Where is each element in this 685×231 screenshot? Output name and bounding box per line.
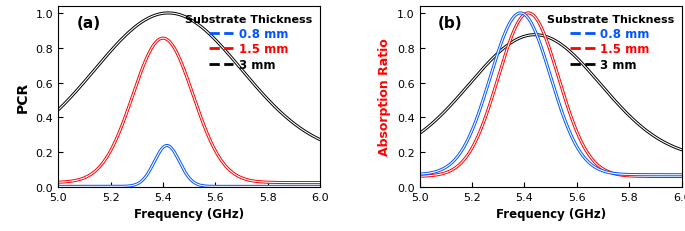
Y-axis label: PCR: PCR (16, 82, 30, 112)
Text: (b): (b) (438, 16, 462, 31)
Legend: 0.8 mm, 1.5 mm, 3 mm: 0.8 mm, 1.5 mm, 3 mm (545, 12, 676, 74)
X-axis label: Frequency (GHz): Frequency (GHz) (495, 207, 606, 220)
Legend: 0.8 mm, 1.5 mm, 3 mm: 0.8 mm, 1.5 mm, 3 mm (183, 12, 314, 74)
Y-axis label: Absorption Ratio: Absorption Ratio (379, 38, 392, 156)
X-axis label: Frequency (GHz): Frequency (GHz) (134, 207, 245, 220)
Text: (a): (a) (77, 16, 101, 31)
